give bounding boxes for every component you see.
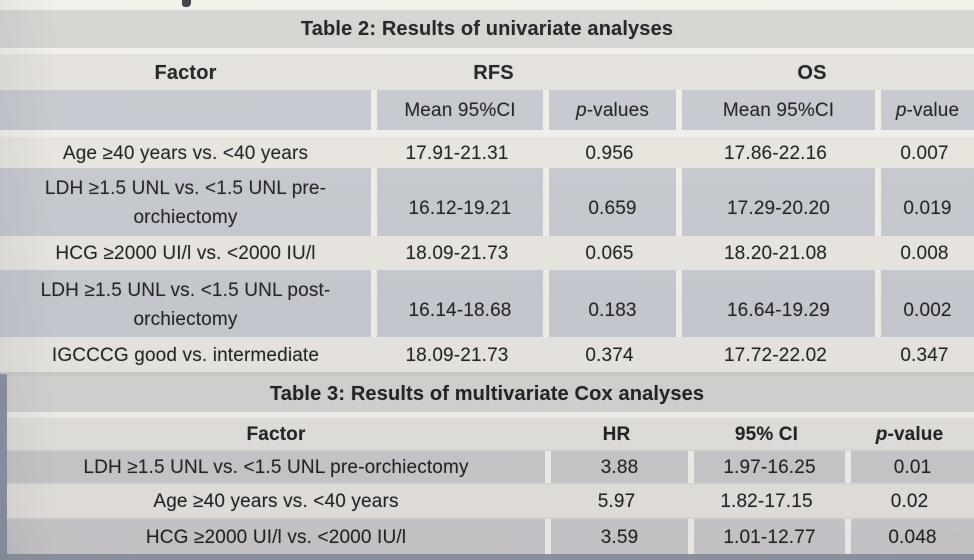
t2-row4-factor: LDH ≥1.5 UNL vs. <1.5 UNL post- orchiect… bbox=[0, 270, 371, 337]
t3-row2-hr: 5.97 bbox=[545, 485, 688, 517]
divider bbox=[0, 412, 974, 418]
table2-subheader-row: Mean 95%CI p-values Mean 95%CI p-value bbox=[0, 90, 974, 130]
table2-subheader-empty bbox=[0, 90, 371, 130]
t2-row3-rfs-ci: 18.09-21.73 bbox=[371, 236, 543, 270]
t3-row1-factor: LDH ≥1.5 UNL vs. <1.5 UNL pre-orchiectom… bbox=[7, 451, 545, 483]
top-margin bbox=[0, 0, 974, 10]
table-row: Age ≥40 years vs. <40 years 17.91-21.31 … bbox=[0, 137, 974, 168]
table-row: HCG ≥2000 UI/l vs. <2000 IU/l 18.09-21.7… bbox=[0, 236, 974, 270]
table2-header-factor: Factor bbox=[0, 54, 371, 90]
divider bbox=[0, 372, 974, 376]
t3-row2-factor: Age ≥40 years vs. <40 years bbox=[7, 485, 545, 517]
table2-subheader-pvalue-os: p-value bbox=[875, 90, 974, 130]
table2-subheader-pvalues-rfs: p-values bbox=[543, 90, 676, 130]
divider bbox=[0, 48, 974, 54]
t2-row3-rfs-p: 0.065 bbox=[543, 236, 676, 270]
t2-row3-os-p: 0.008 bbox=[875, 236, 974, 270]
t2-row1-rfs-ci: 17.91-21.31 bbox=[371, 137, 543, 168]
t3-row2-ci: 1.82-17.15 bbox=[688, 485, 845, 517]
divider bbox=[0, 130, 974, 137]
t2-row1-os-p: 0.007 bbox=[875, 137, 974, 168]
table2-subheader-mean-os: Mean 95%CI bbox=[676, 90, 875, 130]
t2-row5-os-p: 0.347 bbox=[875, 337, 974, 372]
table-row: HCG ≥2000 UI/l vs. <2000 IU/l 3.59 1.01-… bbox=[7, 519, 974, 554]
table-row: IGCCCG good vs. intermediate 18.09-21.73… bbox=[0, 337, 974, 372]
table2-subheader-mean-rfs: Mean 95%CI bbox=[371, 90, 543, 130]
table3-header-factor: Factor bbox=[7, 418, 545, 449]
t3-row1-hr: 3.88 bbox=[545, 451, 688, 483]
t2-row1-factor: Age ≥40 years vs. <40 years bbox=[0, 137, 371, 168]
table2-title: Table 2: Results of univariate analyses bbox=[0, 10, 974, 48]
t2-row2-rfs-ci: 16.12-19.21 bbox=[371, 168, 543, 236]
t2-row2-os-p: 0.019 bbox=[875, 168, 974, 236]
table-row: LDH ≥1.5 UNL vs. <1.5 UNL pre-orchiectom… bbox=[7, 451, 974, 483]
table2-title-text: Table 2: Results of univariate analyses bbox=[300, 17, 674, 40]
t3-row3-ci: 1.01-12.77 bbox=[688, 519, 845, 554]
t3-row3-factor: HCG ≥2000 UI/l vs. <2000 IU/l bbox=[7, 519, 545, 554]
cutoff-text-fragment bbox=[182, 0, 191, 7]
t2-row3-os-ci: 18.20-21.08 bbox=[676, 236, 875, 270]
t2-row2-os-ci: 17.29-20.20 bbox=[676, 168, 875, 236]
table-row: LDH ≥1.5 UNL vs. <1.5 UNL post- orchiect… bbox=[0, 270, 974, 337]
t3-row2-p: 0.02 bbox=[845, 485, 974, 517]
table3-header-row: Factor HR 95% CI p-value bbox=[7, 418, 974, 449]
t2-row5-factor: IGCCCG good vs. intermediate bbox=[0, 337, 371, 372]
photo-edge-left bbox=[0, 374, 7, 560]
t3-row3-hr: 3.59 bbox=[545, 519, 688, 554]
t2-row4-os-ci: 16.64-19.29 bbox=[676, 270, 875, 337]
t2-row1-rfs-p: 0.956 bbox=[543, 137, 676, 168]
t2-row1-os-ci: 17.86-22.16 bbox=[676, 137, 875, 168]
t2-row5-rfs-ci: 18.09-21.73 bbox=[371, 337, 543, 372]
photo-edge-bottom bbox=[0, 554, 974, 560]
t3-row1-p: 0.01 bbox=[845, 451, 974, 483]
t2-row2-factor: LDH ≥1.5 UNL vs. <1.5 UNL pre- orchiecto… bbox=[0, 168, 371, 236]
table-row: Age ≥40 years vs. <40 years 5.97 1.82-17… bbox=[7, 485, 974, 517]
table3-title-text: Table 3: Results of multivariate Cox ana… bbox=[269, 382, 705, 405]
t2-row5-os-ci: 17.72-22.02 bbox=[676, 337, 875, 372]
table2-header-os: OS bbox=[676, 54, 974, 90]
t2-row4-os-p: 0.002 bbox=[875, 270, 974, 337]
t3-row3-p: 0.048 bbox=[845, 519, 974, 554]
table-row: LDH ≥1.5 UNL vs. <1.5 UNL pre- orchiecto… bbox=[0, 168, 974, 236]
t2-row5-rfs-p: 0.374 bbox=[543, 337, 676, 372]
t2-row4-rfs-p: 0.183 bbox=[543, 270, 676, 337]
t2-row2-rfs-p: 0.659 bbox=[543, 168, 676, 236]
t3-row1-ci: 1.97-16.25 bbox=[688, 451, 845, 483]
table3-header-pvalue: p-value bbox=[845, 418, 974, 449]
t2-row4-rfs-ci: 16.14-18.68 bbox=[371, 270, 543, 337]
table2-header-rfs: RFS bbox=[371, 54, 676, 90]
table2-group-header-row: Factor RFS OS bbox=[0, 54, 974, 90]
table3-title: Table 3: Results of multivariate Cox ana… bbox=[0, 376, 974, 412]
table3-header-ci: 95% CI bbox=[688, 418, 845, 449]
table3-header-hr: HR bbox=[545, 418, 688, 449]
t2-row3-factor: HCG ≥2000 UI/l vs. <2000 IU/l bbox=[0, 236, 371, 270]
